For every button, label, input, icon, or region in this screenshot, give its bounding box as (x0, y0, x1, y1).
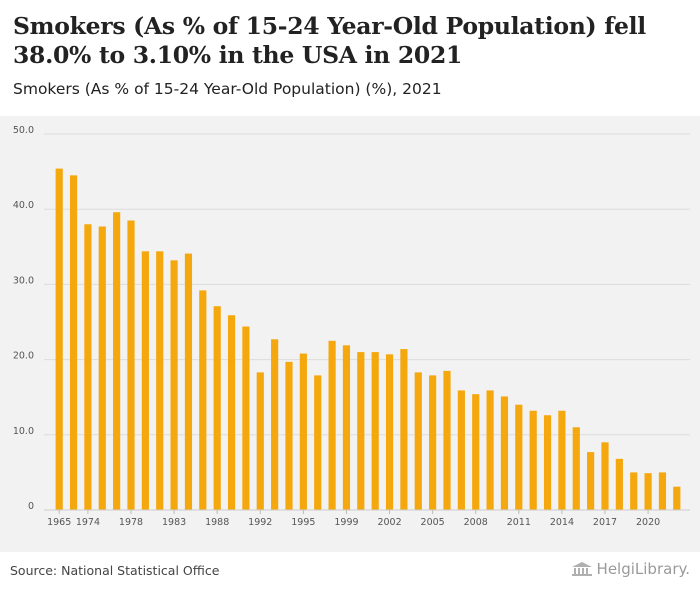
bar (515, 404, 523, 510)
bar (630, 472, 638, 510)
bar (385, 354, 394, 510)
bar (457, 390, 465, 510)
bar (141, 251, 149, 510)
y-tick-label: 10.0 (13, 426, 34, 437)
y-tick-label: 50.0 (13, 125, 34, 136)
bar (55, 168, 63, 511)
bar (84, 224, 92, 510)
bar (529, 410, 537, 510)
bar (543, 415, 552, 510)
x-tick-label: 2005 (421, 517, 445, 528)
library-building-icon (571, 562, 592, 576)
bar (242, 326, 250, 510)
bar (414, 372, 422, 510)
bar (472, 394, 480, 510)
bar (357, 352, 365, 510)
bar (587, 452, 595, 510)
bar (572, 427, 580, 510)
x-tick-label: 1988 (205, 517, 229, 528)
bar (98, 226, 106, 510)
bar (558, 410, 566, 510)
source-note: Source: National Statistical Office (10, 563, 220, 578)
bar (429, 375, 437, 510)
x-tick-label: 2008 (464, 517, 488, 528)
chart-headline: Smokers (As % of 15-24 Year-Old Populati… (13, 12, 646, 69)
bar (486, 390, 494, 510)
bar (199, 290, 207, 510)
bar (69, 175, 78, 511)
chart-subtitle: Smokers (As % of 15-24 Year-Old Populati… (13, 80, 442, 98)
x-tick-label: 1999 (334, 517, 358, 528)
x-tick-label: 2002 (377, 517, 401, 528)
bar (314, 375, 322, 510)
y-tick-label: 30.0 (13, 275, 34, 286)
bar-chart: 0 10.0 20.0 30.0 40.0 50.0 1965 1974 1978 1983 198… (13, 125, 690, 528)
logo-text: HelgiLibrary. (596, 560, 690, 578)
x-tick-label: 1974 (76, 517, 100, 528)
bar (256, 372, 264, 510)
bar (615, 458, 623, 510)
bar (644, 473, 652, 510)
x-tick-label: 1992 (248, 517, 272, 528)
x-tick-label: 1965 (47, 517, 71, 528)
bar (184, 253, 193, 510)
x-tick-label: 1995 (291, 517, 315, 528)
helgi-library-logo: HelgiLibrary. (571, 560, 690, 578)
bar (213, 306, 221, 510)
bar (342, 345, 351, 510)
bar (371, 352, 379, 510)
bar (127, 220, 135, 510)
x-tick-label: 2020 (636, 517, 660, 528)
x-tick-label: 1983 (162, 517, 186, 528)
y-tick-label: 20.0 (13, 351, 34, 362)
bar (285, 361, 293, 510)
chart-area: 0 10.0 20.0 30.0 40.0 50.0 1965 1974 1978 1983 198… (0, 116, 700, 552)
bar (400, 349, 408, 510)
bar (443, 370, 451, 510)
x-tick-label: 2017 (593, 517, 617, 528)
bar (299, 353, 307, 510)
y-tick-label: 0 (28, 501, 34, 512)
bar (601, 442, 609, 510)
bar (227, 315, 236, 510)
y-tick-label: 40.0 (13, 200, 34, 211)
bar (658, 472, 667, 510)
bar (673, 486, 681, 510)
x-tick-label: 2011 (507, 517, 531, 528)
bar (170, 260, 178, 510)
bar (113, 212, 121, 510)
bar (271, 339, 279, 510)
x-tick-label: 1978 (119, 517, 143, 528)
bar (500, 396, 509, 510)
bar (156, 251, 164, 510)
bar (328, 340, 336, 510)
x-tick-label: 2014 (550, 517, 574, 528)
